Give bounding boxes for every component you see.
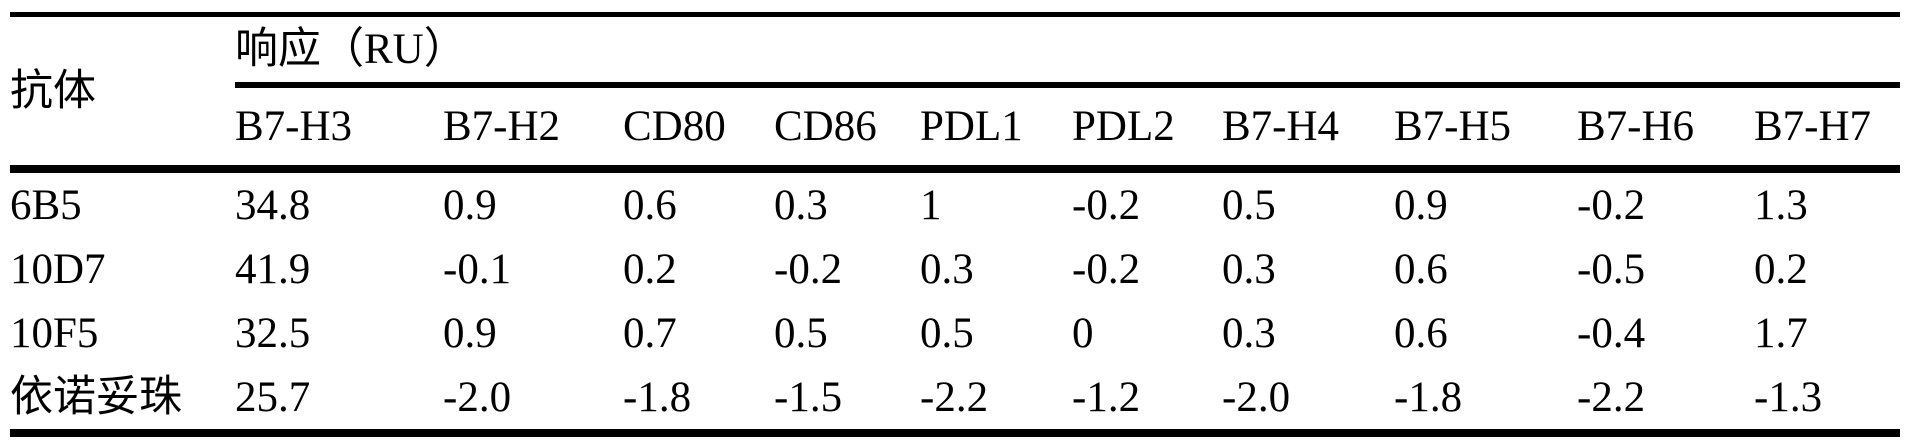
column-header-pdl1: PDL1: [920, 85, 1072, 173]
value-cell: 0.9: [443, 181, 497, 229]
value-cell: 0.3: [1222, 245, 1276, 293]
value-cell: 0: [1072, 309, 1094, 357]
value-cell: -0.5: [1577, 245, 1646, 293]
value-cell: -1.5: [774, 373, 843, 421]
value-cell: 0.7: [623, 309, 677, 357]
value-cell: 0.5: [774, 309, 828, 357]
value-cell: -0.4: [1577, 309, 1646, 357]
group-header-response-ru: 响应（RU）: [235, 14, 1901, 88]
row-label: 6B5: [10, 181, 82, 229]
value-cell: 0.2: [623, 245, 677, 293]
column-header-b7-h4: B7-H4: [1222, 85, 1394, 173]
value-cell: -2.2: [920, 373, 989, 421]
antibody-response-table: 抗体 响应（RU） B7-H3 B7-H2 CD80 CD86 PDL1 PDL…: [10, 12, 1901, 437]
column-header-b7-h7: B7-H7: [1754, 85, 1901, 173]
value-cell: -1.2: [1072, 373, 1141, 421]
row-label: 依诺妥珠: [10, 373, 182, 421]
value-cell: -0.2: [1072, 181, 1141, 229]
value-cell: -2.0: [443, 373, 512, 421]
value-cell: 0.3: [920, 245, 974, 293]
value-cell: 1.3: [1754, 181, 1808, 229]
value-cell: 32.5: [235, 309, 311, 357]
column-header-b7-h5: B7-H5: [1394, 85, 1577, 173]
value-cell: -1.3: [1754, 373, 1823, 421]
stub-header-antibody: 抗体: [10, 14, 235, 173]
value-cell: 0.3: [774, 181, 828, 229]
value-cell: 0.2: [1754, 245, 1808, 293]
table-row-6b5: 6B5 34.8 0.9 0.6 0.3 1 -0.2 0.5 0.9 -0.2…: [10, 169, 1900, 237]
table-row-enoblituzumab: 依诺妥珠 25.7 -2.0 -1.8 -1.5 -2.2 -1.2 -2.0 …: [10, 365, 1900, 433]
value-cell: 0.3: [1222, 309, 1276, 357]
column-header-cd80: CD80: [623, 85, 774, 173]
value-cell: 0.6: [1394, 245, 1448, 293]
row-label: 10F5: [10, 309, 99, 357]
value-cell: 1: [920, 181, 942, 229]
value-cell: -1.8: [1394, 373, 1463, 421]
value-cell: 0.5: [920, 309, 974, 357]
table-row-10d7: 10D7 41.9 -0.1 0.2 -0.2 0.3 -0.2 0.3 0.6…: [10, 237, 1900, 301]
column-header-row: B7-H3 B7-H2 CD80 CD86 PDL1 PDL2 B7-H4 B7…: [10, 85, 1901, 173]
value-cell: -2.2: [1577, 373, 1646, 421]
value-cell: 41.9: [235, 245, 311, 293]
value-cell: 0.5: [1222, 181, 1276, 229]
value-cell: -0.2: [774, 245, 843, 293]
value-cell: -0.2: [1577, 181, 1646, 229]
table-row-10f5: 10F5 32.5 0.9 0.7 0.5 0.5 0 0.3 0.6 -0.4…: [10, 301, 1900, 365]
value-cell: 0.6: [1394, 309, 1448, 357]
value-cell: -2.0: [1222, 373, 1291, 421]
row-label: 10D7: [10, 245, 106, 293]
column-header-b7-h6: B7-H6: [1577, 85, 1754, 173]
group-header-row: 抗体 响应（RU）: [10, 14, 1901, 173]
value-cell: 34.8: [235, 181, 311, 229]
value-cell: 0.6: [623, 181, 677, 229]
value-cell: -1.8: [623, 373, 692, 421]
column-header-b7-h2: B7-H2: [443, 85, 623, 173]
value-cell: 0.9: [443, 309, 497, 357]
value-cell: 0.9: [1394, 181, 1448, 229]
column-header-pdl2: PDL2: [1072, 85, 1222, 173]
value-cell: 1.7: [1754, 309, 1808, 357]
column-header-cd86: CD86: [774, 85, 920, 173]
value-cell: -0.2: [1072, 245, 1141, 293]
column-header-b7-h3: B7-H3: [235, 85, 443, 173]
value-cell: 25.7: [235, 373, 311, 421]
value-cell: -0.1: [443, 245, 512, 293]
